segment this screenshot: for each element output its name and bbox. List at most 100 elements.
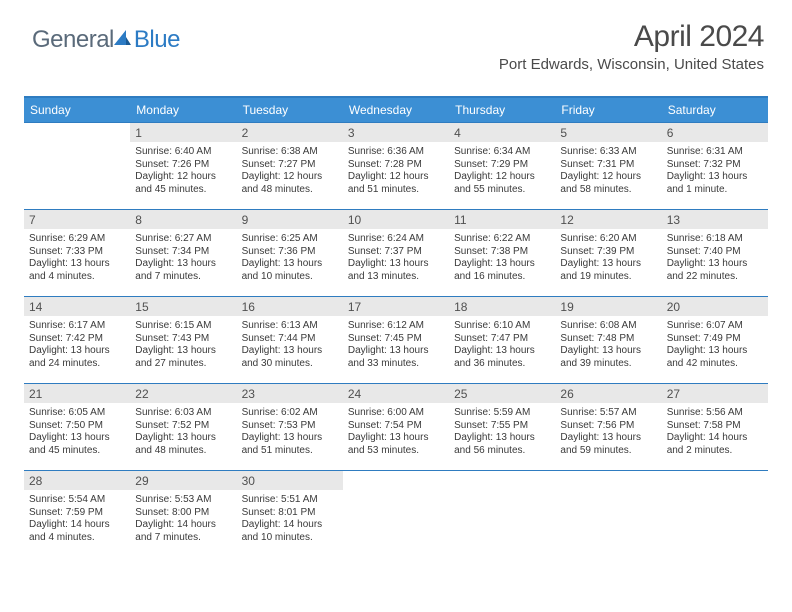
day-cell: 22Sunrise: 6:03 AMSunset: 7:52 PMDayligh… [130,384,236,470]
dow-wednesday: Wednesday [343,98,449,122]
day-body: Sunrise: 6:20 AMSunset: 7:39 PMDaylight:… [555,229,661,287]
sunrise-line: Sunrise: 6:33 AM [560,146,656,159]
sunrise-line: Sunrise: 6:05 AM [29,407,125,420]
dow-row: Sunday Monday Tuesday Wednesday Thursday… [24,98,768,122]
day1-line: Daylight: 14 hours [135,519,231,532]
sunset-line: Sunset: 7:36 PM [242,246,338,259]
sunrise-line: Sunrise: 5:59 AM [454,407,550,420]
day1-line: Daylight: 14 hours [242,519,338,532]
day1-line: Daylight: 14 hours [667,432,763,445]
sunrise-line: Sunrise: 6:07 AM [667,320,763,333]
week-row: 1Sunrise: 6:40 AMSunset: 7:26 PMDaylight… [24,122,768,209]
day1-line: Daylight: 13 hours [348,258,444,271]
month-title: April 2024 [499,20,764,54]
day1-line: Daylight: 12 hours [348,171,444,184]
sunset-line: Sunset: 7:33 PM [29,246,125,259]
logo-text-general: General [32,26,114,54]
day-body: Sunrise: 6:24 AMSunset: 7:37 PMDaylight:… [343,229,449,287]
sunset-line: Sunset: 7:31 PM [560,159,656,172]
day-cell: 14Sunrise: 6:17 AMSunset: 7:42 PMDayligh… [24,297,130,383]
day1-line: Daylight: 13 hours [348,345,444,358]
day1-line: Daylight: 13 hours [29,432,125,445]
logo: General Blue [32,26,180,54]
day2-line: and 7 minutes. [135,271,231,284]
sunrise-line: Sunrise: 6:38 AM [242,146,338,159]
day-number: 11 [449,210,555,229]
day-cell [555,471,661,557]
sunset-line: Sunset: 7:49 PM [667,333,763,346]
day-cell: 27Sunrise: 5:56 AMSunset: 7:58 PMDayligh… [662,384,768,470]
sunrise-line: Sunrise: 6:10 AM [454,320,550,333]
sunset-line: Sunset: 7:34 PM [135,246,231,259]
day1-line: Daylight: 13 hours [560,258,656,271]
sunset-line: Sunset: 7:27 PM [242,159,338,172]
sunrise-line: Sunrise: 6:12 AM [348,320,444,333]
dow-friday: Friday [555,98,661,122]
sunrise-line: Sunrise: 6:22 AM [454,233,550,246]
day2-line: and 10 minutes. [242,271,338,284]
logo-text-blue: Blue [134,26,180,54]
day2-line: and 51 minutes. [348,184,444,197]
day2-line: and 59 minutes. [560,445,656,458]
day-number: 22 [130,384,236,403]
day1-line: Daylight: 13 hours [135,345,231,358]
sunset-line: Sunset: 7:56 PM [560,420,656,433]
sunset-line: Sunset: 7:59 PM [29,507,125,520]
day1-line: Daylight: 12 hours [560,171,656,184]
dow-thursday: Thursday [449,98,555,122]
sunrise-line: Sunrise: 6:02 AM [242,407,338,420]
day-body: Sunrise: 6:36 AMSunset: 7:28 PMDaylight:… [343,142,449,200]
day2-line: and 27 minutes. [135,358,231,371]
day-number: 6 [662,123,768,142]
logo-sail-icon [112,27,132,52]
day-body: Sunrise: 6:13 AMSunset: 7:44 PMDaylight:… [237,316,343,374]
sunset-line: Sunset: 7:44 PM [242,333,338,346]
day2-line: and 55 minutes. [454,184,550,197]
sunset-line: Sunset: 7:39 PM [560,246,656,259]
day-body: Sunrise: 6:27 AMSunset: 7:34 PMDaylight:… [130,229,236,287]
day-number: 15 [130,297,236,316]
day-cell: 9Sunrise: 6:25 AMSunset: 7:36 PMDaylight… [237,210,343,296]
week-row: 7Sunrise: 6:29 AMSunset: 7:33 PMDaylight… [24,209,768,296]
dow-saturday: Saturday [662,98,768,122]
dow-tuesday: Tuesday [237,98,343,122]
day1-line: Daylight: 13 hours [29,258,125,271]
sunrise-line: Sunrise: 6:17 AM [29,320,125,333]
day-cell: 21Sunrise: 6:05 AMSunset: 7:50 PMDayligh… [24,384,130,470]
day1-line: Daylight: 13 hours [242,432,338,445]
sunset-line: Sunset: 7:29 PM [454,159,550,172]
day-cell: 17Sunrise: 6:12 AMSunset: 7:45 PMDayligh… [343,297,449,383]
week-row: 28Sunrise: 5:54 AMSunset: 7:59 PMDayligh… [24,470,768,557]
sunset-line: Sunset: 7:58 PM [667,420,763,433]
day-cell: 6Sunrise: 6:31 AMSunset: 7:32 PMDaylight… [662,123,768,209]
location: Port Edwards, Wisconsin, United States [499,56,764,73]
sunrise-line: Sunrise: 6:34 AM [454,146,550,159]
day-number: 8 [130,210,236,229]
sunrise-line: Sunrise: 6:24 AM [348,233,444,246]
header: General Blue April 2024 Port Edwards, Wi… [24,20,768,86]
day-number: 3 [343,123,449,142]
day-body: Sunrise: 6:02 AMSunset: 7:53 PMDaylight:… [237,403,343,461]
sunset-line: Sunset: 7:28 PM [348,159,444,172]
sunrise-line: Sunrise: 6:20 AM [560,233,656,246]
day-number: 7 [24,210,130,229]
day2-line: and 22 minutes. [667,271,763,284]
day-number: 29 [130,471,236,490]
day-body: Sunrise: 6:05 AMSunset: 7:50 PMDaylight:… [24,403,130,461]
sunset-line: Sunset: 7:52 PM [135,420,231,433]
sunset-line: Sunset: 7:45 PM [348,333,444,346]
sunrise-line: Sunrise: 6:13 AM [242,320,338,333]
day1-line: Daylight: 13 hours [560,345,656,358]
sunrise-line: Sunrise: 5:56 AM [667,407,763,420]
sunrise-line: Sunrise: 6:40 AM [135,146,231,159]
day-cell: 7Sunrise: 6:29 AMSunset: 7:33 PMDaylight… [24,210,130,296]
sunset-line: Sunset: 7:50 PM [29,420,125,433]
day2-line: and 4 minutes. [29,532,125,545]
day-number: 16 [237,297,343,316]
day2-line: and 1 minute. [667,184,763,197]
day-number: 25 [449,384,555,403]
day-number: 21 [24,384,130,403]
day2-line: and 58 minutes. [560,184,656,197]
sunrise-line: Sunrise: 5:53 AM [135,494,231,507]
dow-monday: Monday [130,98,236,122]
